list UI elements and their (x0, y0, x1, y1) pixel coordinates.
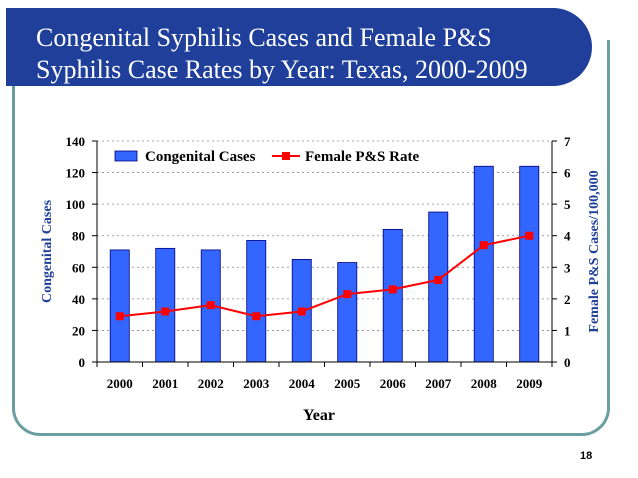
point-female-ps-rate (479, 241, 488, 250)
point-female-ps-rate (297, 307, 306, 316)
point-female-ps-rate (525, 231, 534, 240)
y-tick-label-left: 140 (66, 134, 86, 149)
x-tick-label: 2006 (380, 376, 407, 391)
x-tick-label: 2003 (243, 376, 270, 391)
content-border (12, 40, 610, 436)
x-tick-label: 2004 (289, 376, 316, 391)
y-tick-label-left: 40 (72, 292, 85, 307)
bar-congenital-cases (428, 211, 449, 363)
point-female-ps-rate (434, 275, 443, 284)
y-tick-label-right: 6 (564, 166, 571, 181)
point-female-ps-rate (161, 307, 170, 316)
legend-marker-female-ps-rate (282, 152, 290, 160)
bar-congenital-cases (246, 240, 267, 363)
point-female-ps-rate (388, 285, 397, 294)
y-tick-label-right: 7 (564, 134, 571, 149)
point-female-ps-rate (206, 301, 215, 310)
y-axis-title-right: Female P&S Cases/100,000 (587, 170, 602, 332)
y-tick-label-right: 4 (564, 229, 571, 244)
y-tick-label-left: 100 (66, 197, 86, 212)
slide-title: Congenital Syphilis Cases and Female P&S… (36, 23, 528, 84)
y-axis-title-left: Congenital Cases (40, 199, 55, 303)
legend-label-congenital-cases: Congenital Cases (145, 149, 256, 165)
bar-congenital-cases (155, 247, 176, 363)
x-tick-label: 2000 (107, 376, 133, 391)
x-tick-label: 2001 (152, 376, 178, 391)
y-tick-label-right: 3 (564, 260, 571, 275)
legend-label-female-ps-rate: Female P&S Rate (305, 149, 419, 165)
point-female-ps-rate (115, 312, 124, 321)
y-tick-label-left: 60 (72, 260, 85, 275)
y-tick-label-right: 0 (564, 355, 571, 370)
y-tick-label-right: 2 (564, 292, 571, 307)
y-tick-label-left: 80 (72, 229, 85, 244)
bar-congenital-cases (109, 249, 130, 363)
bar-congenital-cases (473, 165, 494, 363)
page-number: 18 (580, 450, 593, 462)
x-axis-title: Year (303, 407, 335, 424)
point-female-ps-rate (252, 312, 261, 321)
title-banner: Congenital Syphilis Cases and Female P&S… (6, 8, 592, 86)
x-tick-label: 2002 (198, 376, 224, 391)
y-tick-label-right: 1 (564, 323, 571, 338)
x-tick-label: 2009 (516, 376, 543, 391)
y-tick-label-left: 120 (66, 166, 86, 181)
x-tick-label: 2008 (471, 376, 498, 391)
y-tick-label-right: 5 (564, 197, 571, 212)
y-tick-label-left: 0 (79, 355, 86, 370)
legend-swatch-congenital-cases (114, 150, 138, 162)
bar-congenital-cases (382, 228, 403, 363)
line-female-ps-rate (119, 234, 530, 318)
x-tick-label: 2007 (425, 376, 452, 391)
point-female-ps-rate (343, 290, 352, 299)
y-tick-label-left: 20 (72, 323, 85, 338)
bar-congenital-cases (337, 262, 358, 363)
bar-congenital-cases (519, 165, 540, 363)
x-tick-label: 2005 (334, 376, 361, 391)
